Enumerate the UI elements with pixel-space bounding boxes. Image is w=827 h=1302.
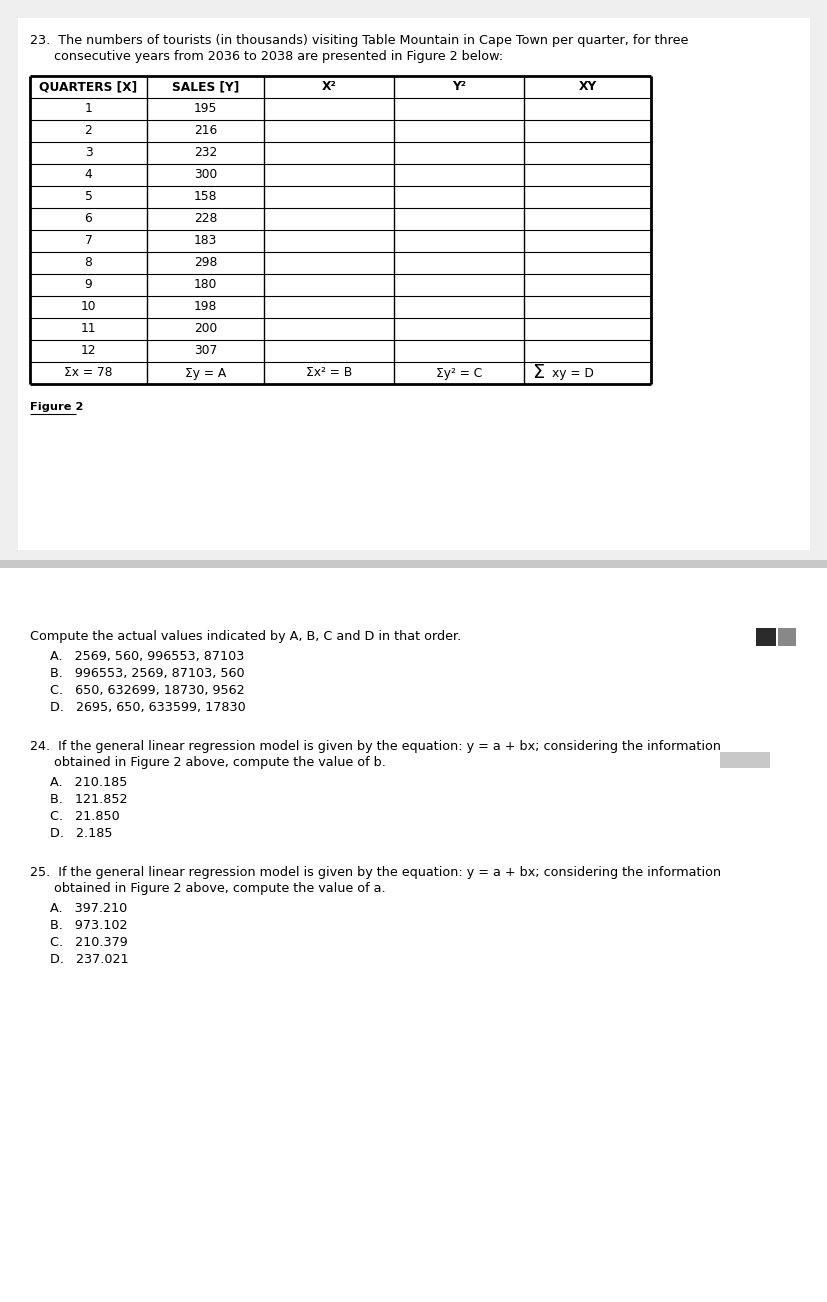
Bar [0, 560, 827, 568]
Text: 12: 12 [81, 345, 96, 358]
Text: Σx² = B: Σx² = B [305, 366, 351, 379]
Text: Σy² = C: Σy² = C [435, 366, 481, 379]
Text: 1: 1 [84, 103, 93, 116]
Text: 5: 5 [84, 190, 93, 203]
Text: 298: 298 [194, 256, 217, 270]
Text: SALES [Y]: SALES [Y] [172, 81, 239, 94]
Text: 200: 200 [194, 323, 217, 336]
Text: 7: 7 [84, 234, 93, 247]
Text: 24.  If the general linear regression model is given by the equation: y = a + bx: 24. If the general linear regression mod… [30, 740, 720, 753]
Bar [755, 628, 775, 646]
Text: D.   237.021: D. 237.021 [50, 953, 128, 966]
Text: 232: 232 [194, 147, 217, 160]
Text: consecutive years from 2036 to 2038 are presented in Figure 2 below:: consecutive years from 2036 to 2038 are … [30, 49, 503, 62]
Text: Σ: Σ [532, 363, 543, 383]
Text: 300: 300 [194, 168, 217, 181]
Text: 2: 2 [84, 125, 93, 138]
Text: 25.  If the general linear regression model is given by the equation: y = a + bx: 25. If the general linear regression mod… [30, 866, 720, 879]
Bar [0, 568, 827, 1302]
Bar [0, 0, 827, 560]
Text: 11: 11 [81, 323, 96, 336]
Text: obtained in Figure 2 above, compute the value of b.: obtained in Figure 2 above, compute the … [30, 756, 385, 769]
Text: A.   210.185: A. 210.185 [50, 776, 127, 789]
Text: xy = D: xy = D [552, 366, 593, 379]
Text: B.   121.852: B. 121.852 [50, 793, 127, 806]
Text: X²: X² [321, 81, 336, 94]
Text: Y²: Y² [452, 81, 466, 94]
Text: C.   650, 632699, 18730, 9562: C. 650, 632699, 18730, 9562 [50, 684, 244, 697]
Text: A.   2569, 560, 996553, 87103: A. 2569, 560, 996553, 87103 [50, 650, 244, 663]
Text: 216: 216 [194, 125, 217, 138]
Text: C.   21.850: C. 21.850 [50, 810, 120, 823]
Text: B.   996553, 2569, 87103, 560: B. 996553, 2569, 87103, 560 [50, 667, 244, 680]
Text: 4: 4 [84, 168, 93, 181]
Text: D.   2.185: D. 2.185 [50, 827, 112, 840]
Text: obtained in Figure 2 above, compute the value of a.: obtained in Figure 2 above, compute the … [30, 881, 385, 894]
Text: 8: 8 [84, 256, 93, 270]
Text: Σx = 78: Σx = 78 [65, 366, 112, 379]
Text: 198: 198 [194, 301, 217, 314]
Text: A.   397.210: A. 397.210 [50, 902, 127, 915]
Text: 307: 307 [194, 345, 217, 358]
Text: XY: XY [578, 81, 596, 94]
Text: 183: 183 [194, 234, 217, 247]
Text: 3: 3 [84, 147, 93, 160]
Text: 23.  The numbers of tourists (in thousands) visiting Table Mountain in Cape Town: 23. The numbers of tourists (in thousand… [30, 34, 687, 47]
Text: 180: 180 [194, 279, 217, 292]
Bar [18, 18, 809, 549]
Text: QUARTERS [X]: QUARTERS [X] [40, 81, 137, 94]
Text: B.   973.102: B. 973.102 [50, 919, 127, 932]
Text: 228: 228 [194, 212, 217, 225]
Text: Σy = A: Σy = A [184, 366, 226, 379]
Text: Figure 2: Figure 2 [30, 402, 84, 411]
Text: 10: 10 [81, 301, 96, 314]
Text: C.   210.379: C. 210.379 [50, 936, 127, 949]
Bar [719, 753, 769, 768]
Bar [777, 628, 795, 646]
Text: Compute the actual values indicated by A, B, C and D in that order.: Compute the actual values indicated by A… [30, 630, 461, 643]
Text: 6: 6 [84, 212, 93, 225]
Text: 195: 195 [194, 103, 217, 116]
Text: 9: 9 [84, 279, 93, 292]
Text: 158: 158 [194, 190, 217, 203]
Text: D.   2695, 650, 633599, 17830: D. 2695, 650, 633599, 17830 [50, 700, 246, 713]
